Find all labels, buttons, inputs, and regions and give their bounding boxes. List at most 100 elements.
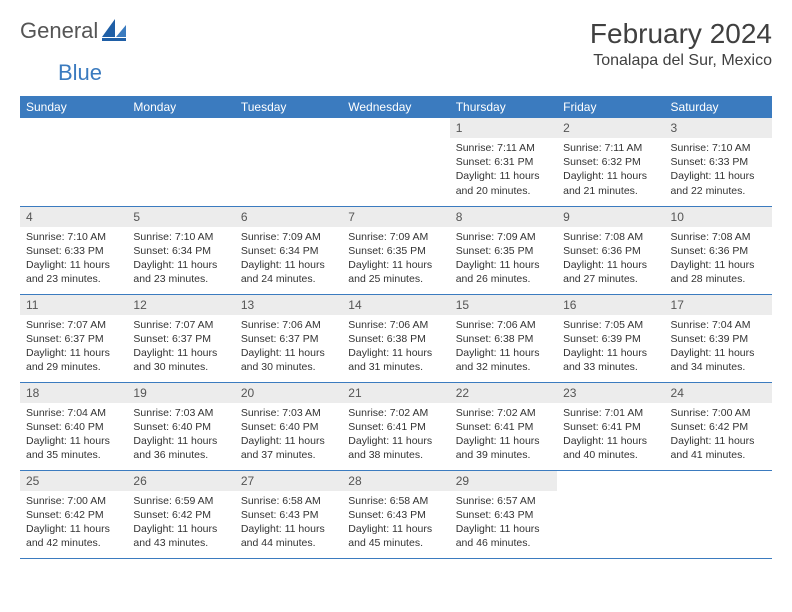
day-number: 4 <box>20 207 127 227</box>
daylight-text: Daylight: 11 hours and 40 minutes. <box>563 434 658 462</box>
daylight-text: Daylight: 11 hours and 39 minutes. <box>456 434 551 462</box>
daylight-text: Daylight: 11 hours and 24 minutes. <box>241 258 336 286</box>
weekday-header: Sunday <box>20 96 127 118</box>
daylight-text: Daylight: 11 hours and 36 minutes. <box>133 434 228 462</box>
calendar-day-cell: 7Sunrise: 7:09 AMSunset: 6:35 PMDaylight… <box>342 206 449 294</box>
sunrise-text: Sunrise: 7:04 AM <box>26 406 121 420</box>
logo: General <box>20 18 130 44</box>
sunrise-text: Sunrise: 7:07 AM <box>26 318 121 332</box>
day-number: 5 <box>127 207 234 227</box>
day-number: 3 <box>665 118 772 138</box>
daylight-text: Daylight: 11 hours and 43 minutes. <box>133 522 228 550</box>
daylight-text: Daylight: 11 hours and 31 minutes. <box>348 346 443 374</box>
sunrise-text: Sunrise: 7:07 AM <box>133 318 228 332</box>
sunrise-text: Sunrise: 7:05 AM <box>563 318 658 332</box>
calendar-day-cell: 23Sunrise: 7:01 AMSunset: 6:41 PMDayligh… <box>557 382 664 470</box>
calendar-thead: SundayMondayTuesdayWednesdayThursdayFrid… <box>20 96 772 118</box>
sunrise-text: Sunrise: 7:02 AM <box>456 406 551 420</box>
day-number: 22 <box>450 383 557 403</box>
daylight-text: Daylight: 11 hours and 38 minutes. <box>348 434 443 462</box>
day-body: Sunrise: 6:58 AMSunset: 6:43 PMDaylight:… <box>235 491 342 555</box>
day-body: Sunrise: 7:11 AMSunset: 6:32 PMDaylight:… <box>557 138 664 202</box>
daylight-text: Daylight: 11 hours and 30 minutes. <box>133 346 228 374</box>
sunset-text: Sunset: 6:41 PM <box>456 420 551 434</box>
sunset-text: Sunset: 6:36 PM <box>671 244 766 258</box>
day-body: Sunrise: 7:04 AMSunset: 6:39 PMDaylight:… <box>665 315 772 379</box>
day-number: 24 <box>665 383 772 403</box>
calendar-day-cell: 21Sunrise: 7:02 AMSunset: 6:41 PMDayligh… <box>342 382 449 470</box>
daylight-text: Daylight: 11 hours and 34 minutes. <box>671 346 766 374</box>
day-number: 21 <box>342 383 449 403</box>
sunrise-text: Sunrise: 7:09 AM <box>456 230 551 244</box>
sunrise-text: Sunrise: 6:58 AM <box>348 494 443 508</box>
calendar-body: ........ 1Sunrise: 7:11 AMSunset: 6:31 PM… <box>20 118 772 558</box>
day-number: 17 <box>665 295 772 315</box>
sunset-text: Sunset: 6:40 PM <box>26 420 121 434</box>
day-number: 1 <box>450 118 557 138</box>
day-body: Sunrise: 7:02 AMSunset: 6:41 PMDaylight:… <box>342 403 449 467</box>
calendar-empty-cell: .. <box>557 470 664 558</box>
day-number: 14 <box>342 295 449 315</box>
calendar-day-cell: 19Sunrise: 7:03 AMSunset: 6:40 PMDayligh… <box>127 382 234 470</box>
day-body: Sunrise: 7:03 AMSunset: 6:40 PMDaylight:… <box>235 403 342 467</box>
calendar-day-cell: 22 Sunrise: 7:02 AMSunset: 6:41 PMDayligh… <box>450 382 557 470</box>
day-body: Sunrise: 7:00 AMSunset: 6:42 PMDaylight:… <box>20 491 127 555</box>
daylight-text: Daylight: 11 hours and 33 minutes. <box>563 346 658 374</box>
day-body: Sunrise: 7:06 AMSunset: 6:38 PMDaylight:… <box>450 315 557 379</box>
daylight-text: Daylight: 11 hours and 27 minutes. <box>563 258 658 286</box>
sunset-text: Sunset: 6:32 PM <box>563 155 658 169</box>
sunrise-text: Sunrise: 7:01 AM <box>563 406 658 420</box>
day-body: Sunrise: 7:10 AMSunset: 6:33 PMDaylight:… <box>665 138 772 202</box>
daylight-text: Daylight: 11 hours and 29 minutes. <box>26 346 121 374</box>
sunset-text: Sunset: 6:43 PM <box>348 508 443 522</box>
sunset-text: Sunset: 6:42 PM <box>133 508 228 522</box>
calendar-day-cell: 3Sunrise: 7:10 AMSunset: 6:33 PMDaylight… <box>665 118 772 206</box>
daylight-text: Daylight: 11 hours and 42 minutes. <box>26 522 121 550</box>
day-body: Sunrise: 6:58 AMSunset: 6:43 PMDaylight:… <box>342 491 449 555</box>
day-number: 23 <box>557 383 664 403</box>
sunset-text: Sunset: 6:31 PM <box>456 155 551 169</box>
calendar-day-cell: 1Sunrise: 7:11 AMSunset: 6:31 PMDaylight… <box>450 118 557 206</box>
day-body: Sunrise: 7:09 AMSunset: 6:35 PMDaylight:… <box>342 227 449 291</box>
daylight-text: Daylight: 11 hours and 32 minutes. <box>456 346 551 374</box>
calendar-day-cell: 24Sunrise: 7:00 AMSunset: 6:42 PMDayligh… <box>665 382 772 470</box>
day-number: 12 <box>127 295 234 315</box>
calendar-day-cell: 5Sunrise: 7:10 AMSunset: 6:34 PMDaylight… <box>127 206 234 294</box>
day-body: Sunrise: 7:06 AMSunset: 6:37 PMDaylight:… <box>235 315 342 379</box>
weekday-header: Thursday <box>450 96 557 118</box>
daylight-text: Daylight: 11 hours and 21 minutes. <box>563 169 658 197</box>
sunrise-text: Sunrise: 7:10 AM <box>133 230 228 244</box>
calendar-day-cell: 17Sunrise: 7:04 AMSunset: 6:39 PMDayligh… <box>665 294 772 382</box>
sunset-text: Sunset: 6:40 PM <box>241 420 336 434</box>
sunset-text: Sunset: 6:41 PM <box>348 420 443 434</box>
calendar-week-row: 25Sunrise: 7:00 AMSunset: 6:42 PMDayligh… <box>20 470 772 558</box>
sunset-text: Sunset: 6:39 PM <box>563 332 658 346</box>
day-number: 7 <box>342 207 449 227</box>
sunset-text: Sunset: 6:33 PM <box>26 244 121 258</box>
daylight-text: Daylight: 11 hours and 28 minutes. <box>671 258 766 286</box>
sunset-text: Sunset: 6:41 PM <box>563 420 658 434</box>
calendar-day-cell: 6Sunrise: 7:09 AMSunset: 6:34 PMDaylight… <box>235 206 342 294</box>
day-body: Sunrise: 7:08 AMSunset: 6:36 PMDaylight:… <box>665 227 772 291</box>
daylight-text: Daylight: 11 hours and 23 minutes. <box>26 258 121 286</box>
day-body: Sunrise: 7:01 AMSunset: 6:41 PMDaylight:… <box>557 403 664 467</box>
day-number: 25 <box>20 471 127 491</box>
sunrise-text: Sunrise: 7:10 AM <box>671 141 766 155</box>
day-body: Sunrise: 7:04 AMSunset: 6:40 PMDaylight:… <box>20 403 127 467</box>
daylight-text: Daylight: 11 hours and 37 minutes. <box>241 434 336 462</box>
sunset-text: Sunset: 6:37 PM <box>133 332 228 346</box>
day-number: 18 <box>20 383 127 403</box>
day-number: 11 <box>20 295 127 315</box>
calendar-empty-cell: .. <box>235 118 342 206</box>
calendar-empty-cell: .. <box>127 118 234 206</box>
day-number: 8 <box>450 207 557 227</box>
calendar-table: SundayMondayTuesdayWednesdayThursdayFrid… <box>20 96 772 559</box>
sunrise-text: Sunrise: 7:06 AM <box>348 318 443 332</box>
calendar-empty-cell: .. <box>20 118 127 206</box>
daylight-text: Daylight: 11 hours and 45 minutes. <box>348 522 443 550</box>
sunrise-text: Sunrise: 7:02 AM <box>348 406 443 420</box>
day-body: Sunrise: 7:10 AMSunset: 6:33 PMDaylight:… <box>20 227 127 291</box>
daylight-text: Daylight: 11 hours and 22 minutes. <box>671 169 766 197</box>
daylight-text: Daylight: 11 hours and 30 minutes. <box>241 346 336 374</box>
sunset-text: Sunset: 6:36 PM <box>563 244 658 258</box>
